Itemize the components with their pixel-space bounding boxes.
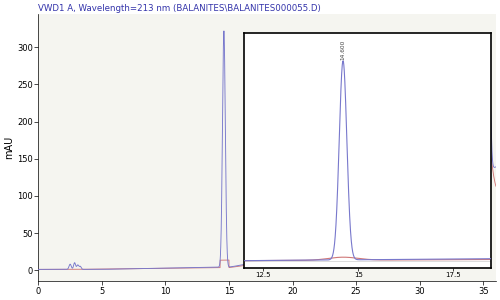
- Y-axis label: mAU: mAU: [4, 136, 14, 159]
- Text: VWD1 A, Wavelength=213 nm (BALANITES\BALANITES000055.D): VWD1 A, Wavelength=213 nm (BALANITES\BAL…: [38, 4, 321, 13]
